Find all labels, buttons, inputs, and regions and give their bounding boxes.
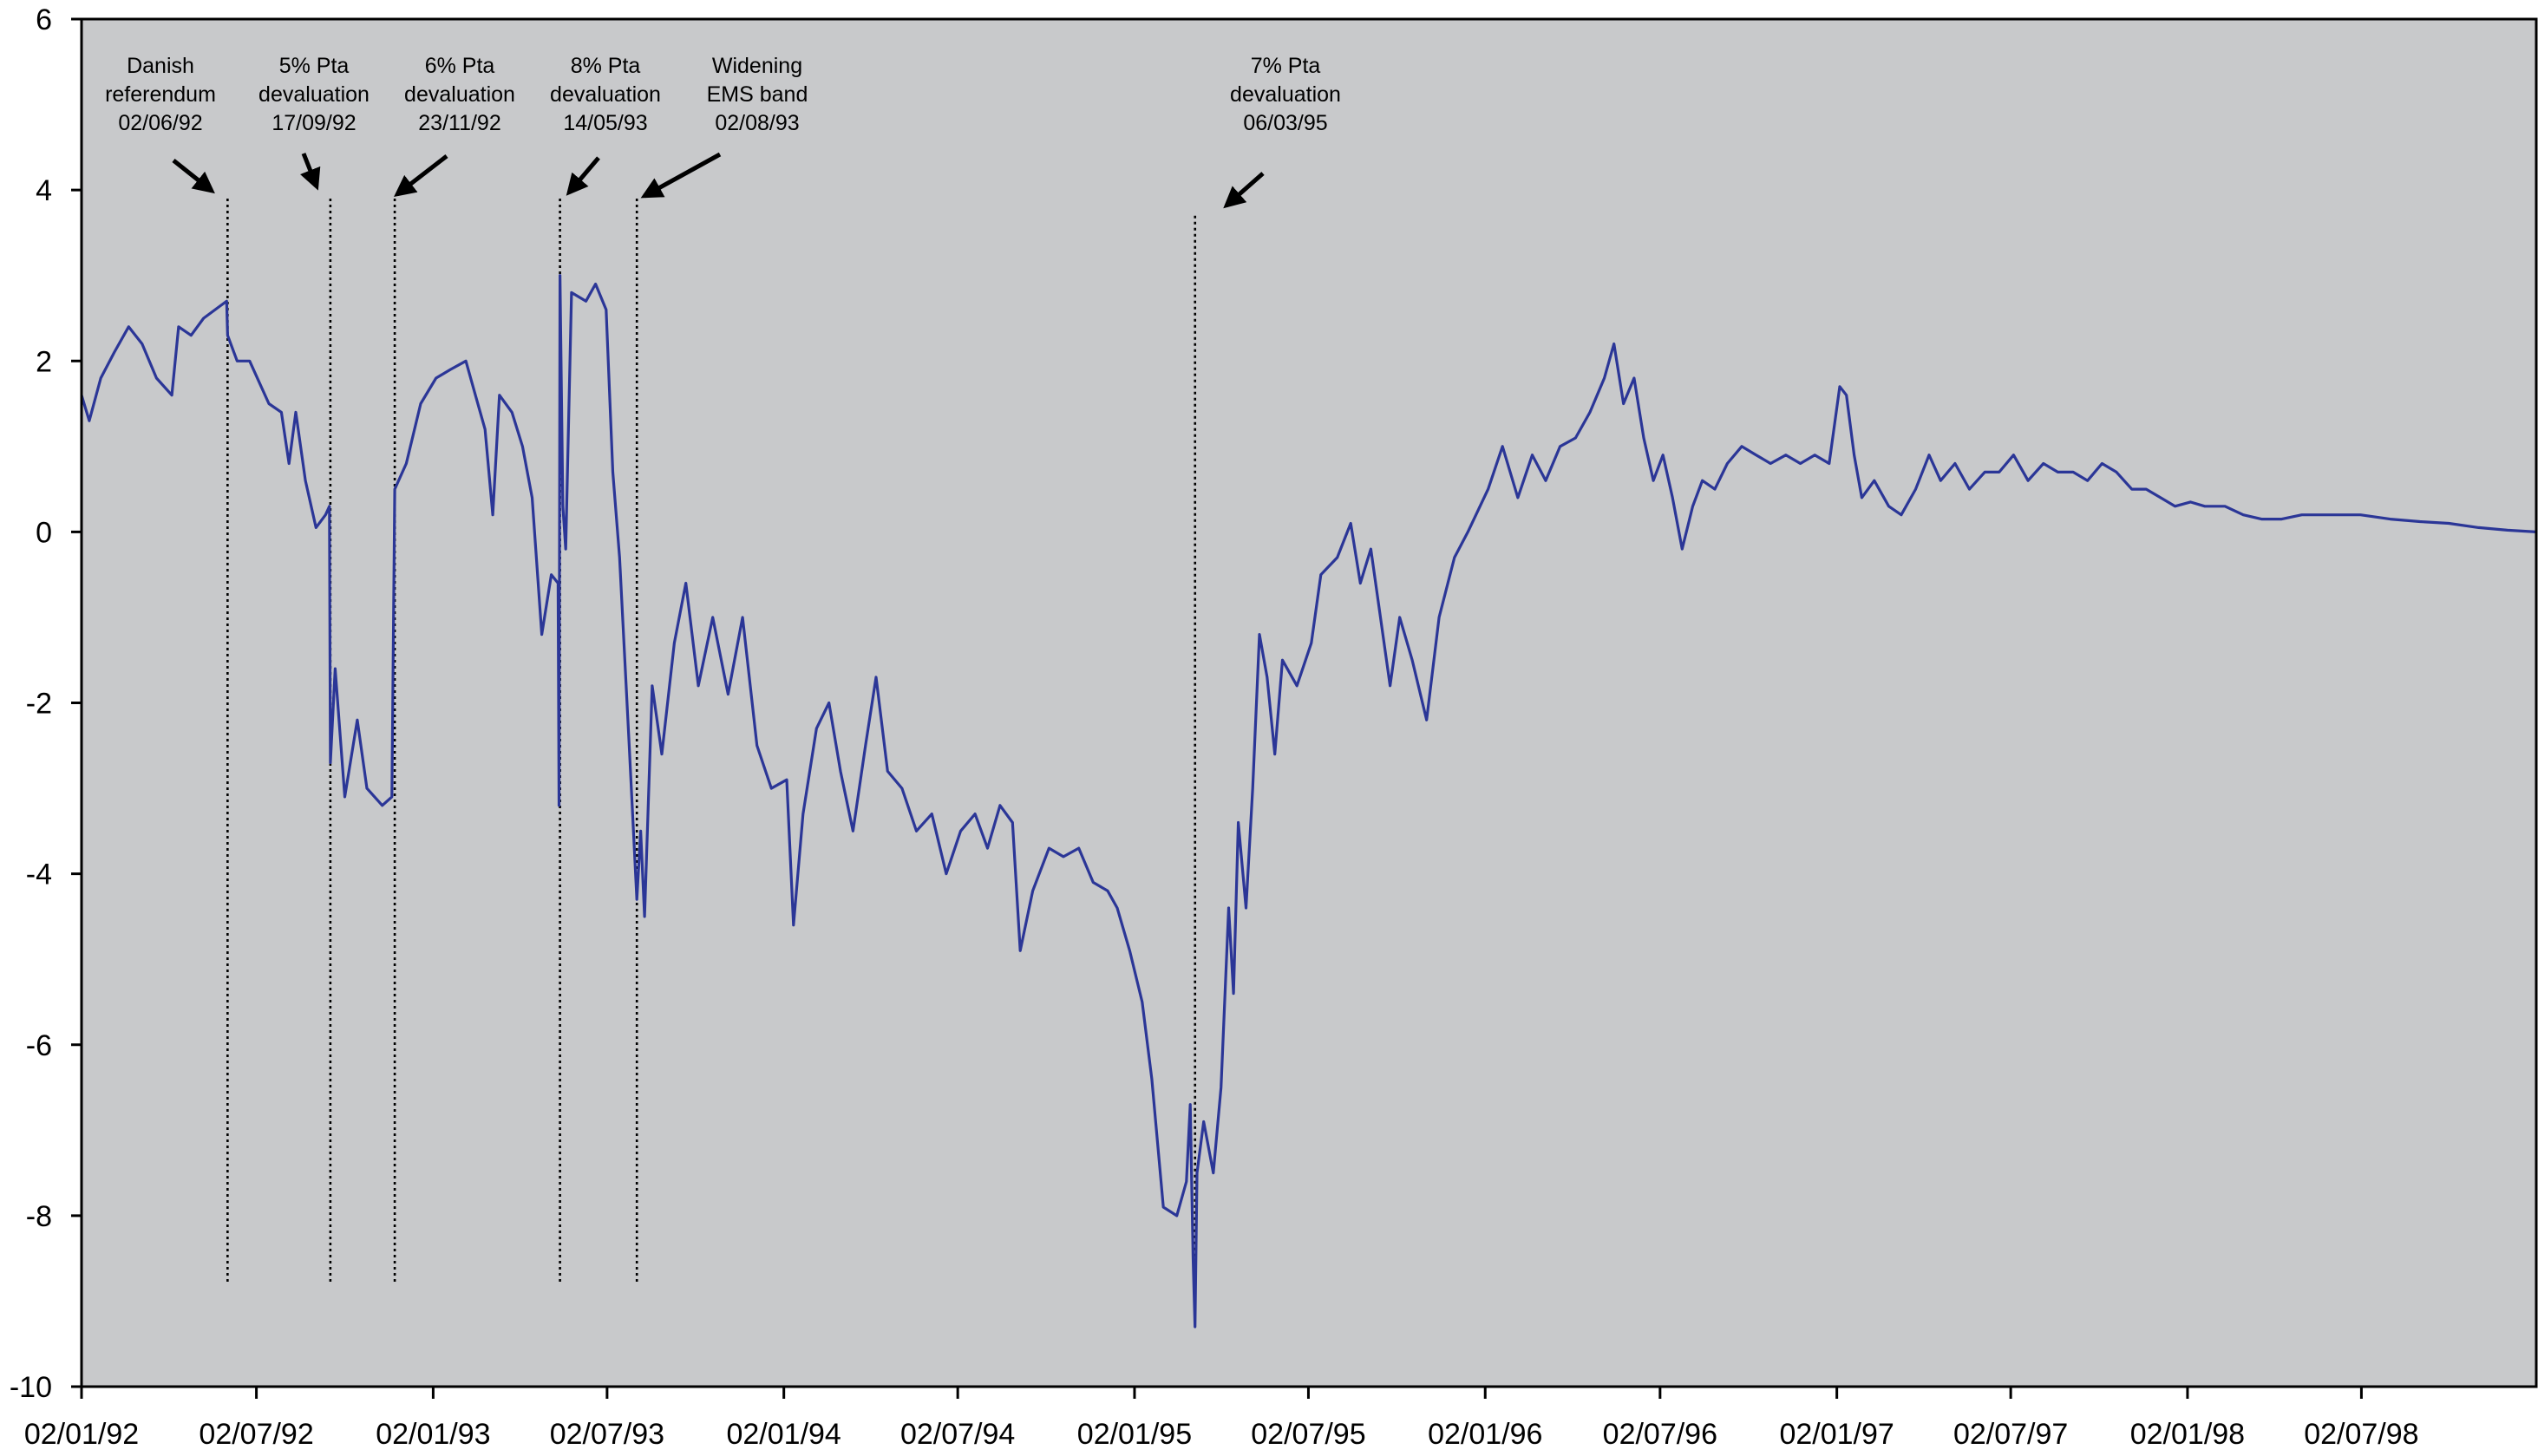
event-annotation-text: 6% Pta: [425, 54, 495, 78]
x-axis: 02/01/92 02/07/92 02/01/93 02/07/93 02/01/94…: [24, 1387, 2419, 1451]
event-annotation-text: 8% Pta: [571, 54, 641, 78]
y-tick-label: -2: [26, 688, 52, 721]
series-line: [80, 274, 2537, 1329]
x-tick-label: 02/01/97: [1779, 1418, 1894, 1451]
x-tick-label: 02/01/95: [1077, 1418, 1192, 1451]
event-annotation-text: Danish: [127, 54, 194, 78]
event-annotation-text: devaluation: [404, 82, 515, 107]
x-tick-label: 02/07/98: [2304, 1418, 2418, 1451]
x-tick-label: 02/01/98: [2130, 1418, 2245, 1451]
event-annotation-text: Widening: [712, 54, 802, 78]
event-annotation-text: devaluation: [258, 82, 370, 107]
event-annotation-text: 02/08/93: [715, 111, 799, 135]
event-annotation-text: devaluation: [550, 82, 661, 107]
event-annotation-text: 23/11/92: [418, 111, 500, 135]
x-tick-label: 02/07/92: [199, 1418, 313, 1451]
annotations: Danish referendum 02/06/92 5% Pta devaluatio…: [105, 54, 1341, 1284]
y-tick-label: 4: [36, 174, 52, 207]
x-tick-label: 02/07/95: [1251, 1418, 1365, 1451]
y-axis: 6 4 2 0 -2 -4 -6 -8 -10: [10, 3, 82, 1404]
x-tick-label: 02/01/96: [1428, 1418, 1542, 1451]
x-tick-label: 02/01/94: [726, 1418, 841, 1451]
y-tick-label: -4: [26, 859, 52, 891]
x-tick-label: 02/07/93: [550, 1418, 664, 1451]
event-annotation-text: 06/03/95: [1243, 111, 1327, 135]
y-tick-label: -6: [26, 1029, 52, 1062]
y-tick-label: 6: [36, 3, 52, 36]
event-annotation-text: 17/09/92: [271, 111, 356, 135]
y-tick-label: 2: [36, 345, 52, 378]
event-annotation-text: 5% Pta: [279, 54, 350, 78]
plot-background: [82, 19, 2536, 1387]
x-tick-label: 02/07/96: [1603, 1418, 1717, 1451]
event-annotation-text: devaluation: [1230, 82, 1341, 107]
event-arrow: [640, 152, 722, 199]
event-arrow: [172, 159, 215, 194]
event-arrow: [1223, 172, 1265, 209]
event-annotation-text: 7% Pta: [1251, 54, 1321, 78]
event-arrow: [394, 154, 448, 198]
event-arrow: [566, 156, 600, 196]
y-tick-label: -10: [10, 1371, 52, 1404]
event-arrow: [300, 153, 321, 191]
x-tick-label: 02/07/94: [900, 1418, 1015, 1451]
y-tick-label: -8: [26, 1200, 52, 1233]
x-tick-label: 02/07/97: [1953, 1418, 2068, 1451]
event-annotation-text: EMS band: [707, 82, 808, 107]
event-annotation-text: referendum: [105, 82, 216, 107]
x-tick-label: 02/01/92: [24, 1418, 139, 1451]
x-tick-label: 02/01/93: [376, 1418, 490, 1451]
event-annotation-text: 14/05/93: [563, 111, 647, 135]
event-annotation-text: 02/06/92: [118, 111, 202, 135]
y-tick-label: 0: [36, 516, 52, 549]
